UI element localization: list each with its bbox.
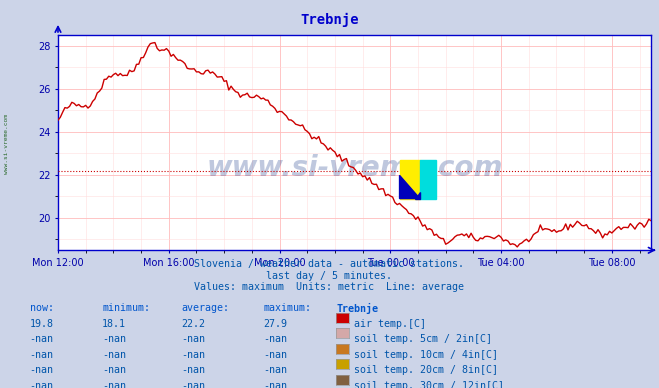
Text: Trebnje: Trebnje — [301, 12, 358, 26]
Text: Trebnje: Trebnje — [336, 303, 378, 314]
Text: www.si-vreme.com: www.si-vreme.com — [206, 154, 503, 182]
Text: 27.9: 27.9 — [264, 319, 287, 329]
Text: 18.1: 18.1 — [102, 319, 126, 329]
Polygon shape — [399, 175, 420, 199]
Bar — [399, 160, 420, 199]
Text: soil temp. 20cm / 8in[C]: soil temp. 20cm / 8in[C] — [354, 365, 498, 376]
Text: -nan: -nan — [264, 334, 287, 345]
Text: air temp.[C]: air temp.[C] — [354, 319, 426, 329]
Text: now:: now: — [30, 303, 53, 314]
Text: -nan: -nan — [102, 365, 126, 376]
Text: average:: average: — [181, 303, 229, 314]
Text: 19.8: 19.8 — [30, 319, 53, 329]
Text: www.si-vreme.com: www.si-vreme.com — [4, 114, 9, 173]
Text: last day / 5 minutes.: last day / 5 minutes. — [266, 271, 393, 281]
Polygon shape — [415, 192, 420, 199]
Text: -nan: -nan — [181, 334, 205, 345]
Text: minimum:: minimum: — [102, 303, 150, 314]
Text: -nan: -nan — [181, 350, 205, 360]
Text: -nan: -nan — [264, 350, 287, 360]
Text: -nan: -nan — [30, 381, 53, 388]
Text: -nan: -nan — [30, 350, 53, 360]
Bar — [420, 160, 436, 199]
Text: maximum:: maximum: — [264, 303, 312, 314]
Text: -nan: -nan — [102, 381, 126, 388]
Text: Slovenia / weather data - automatic stations.: Slovenia / weather data - automatic stat… — [194, 259, 465, 269]
Text: Values: maximum  Units: metric  Line: average: Values: maximum Units: metric Line: aver… — [194, 282, 465, 293]
Text: soil temp. 5cm / 2in[C]: soil temp. 5cm / 2in[C] — [354, 334, 492, 345]
Text: -nan: -nan — [264, 365, 287, 376]
Text: -nan: -nan — [264, 381, 287, 388]
Text: -nan: -nan — [181, 365, 205, 376]
Text: soil temp. 10cm / 4in[C]: soil temp. 10cm / 4in[C] — [354, 350, 498, 360]
Text: -nan: -nan — [181, 381, 205, 388]
Text: 22.2: 22.2 — [181, 319, 205, 329]
Text: -nan: -nan — [30, 365, 53, 376]
Text: -nan: -nan — [30, 334, 53, 345]
Text: soil temp. 30cm / 12in[C]: soil temp. 30cm / 12in[C] — [354, 381, 504, 388]
Text: -nan: -nan — [102, 334, 126, 345]
Text: -nan: -nan — [102, 350, 126, 360]
